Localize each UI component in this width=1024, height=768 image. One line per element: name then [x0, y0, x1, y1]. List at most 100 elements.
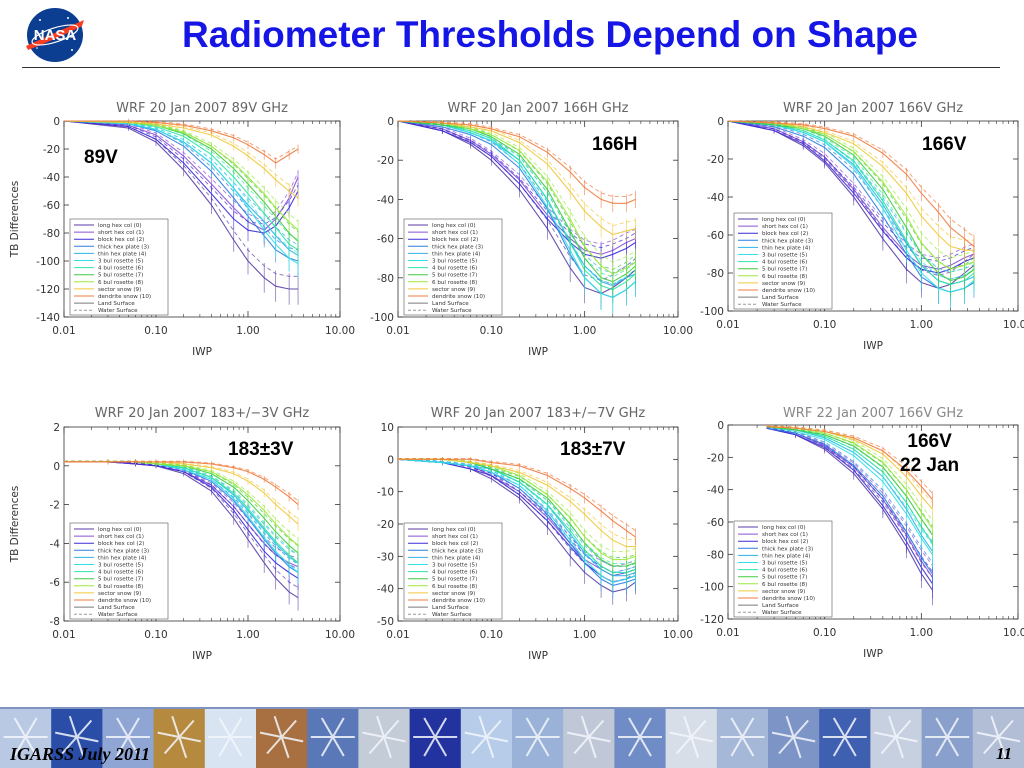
series-line [397, 120, 636, 291]
series-line [727, 120, 975, 247]
y-tick-label: -40 [707, 192, 724, 204]
snowflake-arm [423, 736, 437, 757]
legend-label: thick hex plate (3) [98, 244, 149, 250]
chart-svg: WRF 22 Jan 2007 166V GHz 0 -20 -40 -60 -80 -10… [700, 406, 1024, 660]
snowflake-arm [24, 736, 38, 757]
snowflake-arm [675, 736, 692, 755]
legend-label: long hex col (0) [98, 527, 142, 533]
snowflake-arm [997, 736, 1007, 759]
series-line-water [398, 457, 636, 565]
legend-label: long hex col (0) [432, 527, 476, 533]
snowflake-icon [413, 717, 458, 757]
x-tick-label: 10.00 [1003, 319, 1024, 331]
snowflake-arm [273, 715, 283, 738]
legend-label: 3 bul rosette (5) [432, 259, 477, 265]
y-tick-label: -80 [377, 273, 394, 285]
snowflake-tile [460, 707, 513, 768]
snowflake-arm [127, 717, 140, 738]
y-tick-label: -80 [43, 228, 60, 240]
snowflake-tile [768, 707, 820, 768]
legend-box [69, 522, 169, 620]
y-tick-label: -140 [36, 312, 60, 324]
y-tick-label: 0 [53, 461, 60, 473]
y-tick-label: -120 [36, 284, 60, 296]
series-line-water [63, 120, 299, 233]
legend-label: Water Surface [762, 302, 802, 308]
legend-label: dendrite snow (10) [762, 288, 815, 294]
legend-label: thin hex plate (4) [98, 251, 146, 257]
legend-label: 4 bul rosette (6) [432, 266, 477, 272]
series-line-water [397, 457, 636, 568]
x-tick-label: 0.01 [716, 627, 739, 639]
series-line [766, 426, 933, 536]
y-tick-label: 0 [387, 454, 394, 466]
legend-label: 4 bul rosette (6) [762, 568, 807, 574]
series-line-water [398, 457, 636, 553]
series-line [727, 120, 975, 289]
legend-label: Land Surface [432, 605, 469, 611]
legend-label: sector snow (9) [762, 589, 805, 595]
snowflake-arm [376, 715, 385, 738]
y-tick-label: -40 [43, 172, 60, 184]
y-tick-label: 10 [381, 422, 394, 434]
y-tick-label: -10 [377, 487, 394, 499]
series-line [397, 120, 636, 275]
series-line-water [63, 120, 299, 251]
snowflake-arm [946, 736, 960, 757]
series-line-water [64, 460, 299, 588]
chart-panel-183-3v: WRF 20 Jan 2007 183+/−3V GHz 2 0 -2 -4 -6 -8 0.… [0, 395, 355, 695]
legend-label: short hex col (1) [432, 230, 478, 236]
x-tick-label: 1.00 [910, 627, 933, 639]
snowflake-arm [778, 736, 795, 755]
y-tick-label: -2 [50, 500, 60, 512]
snowflake-arm [179, 736, 201, 743]
y-tick-label: -30 [377, 551, 394, 563]
chart-panel-166v-22jan: WRF 22 Jan 2007 166V GHz 0 -20 -40 -60 -80 -10… [680, 395, 1024, 695]
x-tick-label: 0.10 [480, 325, 503, 337]
chart-panel-183-7v: WRF 20 Jan 2007 183+/−7V GHz 10 0 -10 -20 -30… [340, 395, 693, 695]
snowflake-icon [259, 715, 304, 759]
legend-label: 3 bul rosette (5) [98, 259, 143, 265]
snowflake-arm [741, 736, 755, 757]
snowflake-icon [822, 717, 867, 757]
snowflake-tile [819, 707, 871, 768]
series-line [63, 120, 299, 231]
y-tick-label: 2 [53, 422, 60, 434]
series-line-water [727, 120, 975, 238]
snowflake-icon [976, 715, 1021, 759]
x-axis-label: IWP [863, 648, 883, 660]
snowflake-icon [55, 715, 99, 759]
y-tick-label: -60 [43, 200, 60, 212]
legend-label: 4 bul rosette (6) [432, 570, 477, 576]
page-number: 11 [995, 744, 1012, 763]
snowflake-arm [127, 736, 140, 757]
annotation-183-7v: 183±7V [560, 439, 626, 460]
legend-label: long hex col (0) [432, 223, 476, 229]
snowflake-icon [925, 717, 970, 757]
legend-label: sector snow (9) [98, 287, 141, 293]
y-tick-label: -6 [50, 577, 61, 589]
y-axis-label: TB Differences [9, 486, 21, 564]
series-line-water [63, 120, 299, 192]
snowflake-arm [730, 736, 744, 757]
series-line-water [63, 120, 299, 225]
snowflake-arm [880, 736, 897, 755]
y-tick-label: -100 [700, 306, 724, 318]
y-tick-label: 0 [717, 116, 724, 128]
snowflake-tile [204, 707, 257, 768]
legend-label: block hex col (2) [98, 541, 144, 547]
legend-label: 5 bul rosette (7) [762, 575, 807, 581]
y-tick-label: -8 [50, 616, 60, 628]
snowflake-arm [464, 731, 487, 738]
legend-box [733, 212, 833, 310]
series-line [397, 120, 636, 204]
legend-label: thick hex plate (3) [762, 546, 813, 552]
snowflake-arm [580, 715, 590, 738]
snowflake-icon [669, 715, 713, 759]
y-tick-label: 0 [387, 116, 394, 128]
snowflake-arm [320, 717, 334, 738]
legend-label: 4 bul rosette (6) [98, 570, 143, 576]
snowflake-arm [976, 731, 999, 738]
legend-label: thick hex plate (3) [762, 238, 813, 244]
y-tick-label: -100 [700, 582, 724, 594]
